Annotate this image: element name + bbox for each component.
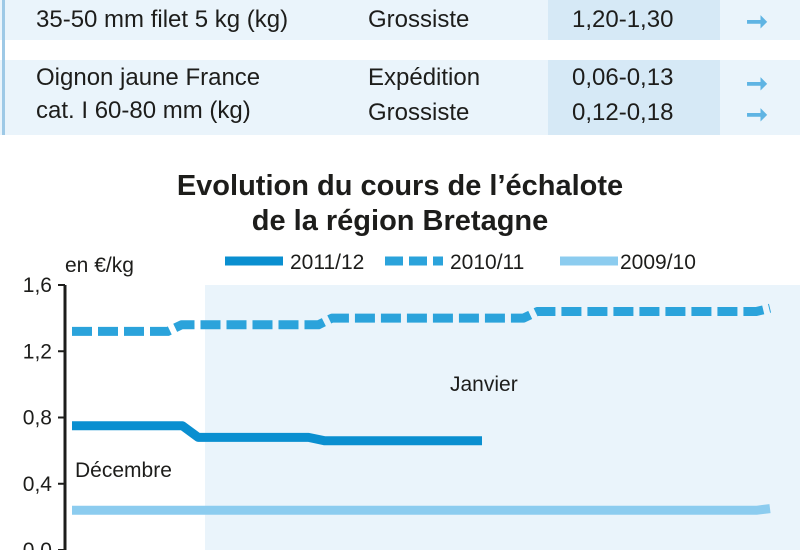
table-left-rule bbox=[2, 0, 5, 135]
price-table: 35-50 mm filet 5 kg (kg) Grossiste 1,20-… bbox=[0, 0, 800, 135]
series-line-2011-12 bbox=[72, 421, 482, 446]
legend-label: 2009/10 bbox=[620, 251, 696, 274]
product-label: cat. I 60-80 mm (kg) bbox=[36, 97, 251, 124]
y-axis-label: en €/kg bbox=[65, 254, 134, 277]
row-separator bbox=[0, 40, 800, 60]
stage-label: Grossiste bbox=[368, 6, 470, 33]
product-label: Oignon jaune France bbox=[36, 64, 261, 91]
period-label-decembre: Décembre bbox=[75, 459, 172, 482]
arrow-right-icon: ➞ bbox=[746, 68, 768, 98]
y-tick-label: 0,8 bbox=[23, 407, 52, 430]
price-value: 1,20-1,30 bbox=[572, 6, 674, 33]
price-value: 0,12-0,18 bbox=[572, 99, 674, 126]
legend: 2011/12 2010/11 2009/10 bbox=[225, 251, 696, 274]
arrow-right-icon: ➞ bbox=[746, 6, 768, 36]
y-tick-label: 1,6 bbox=[23, 274, 52, 297]
y-tick-label: 0,4 bbox=[23, 473, 53, 496]
y-axis-ticks: 1,6 1,2 0,8 0,4 0,0 bbox=[23, 274, 65, 550]
stage-label: Grossiste bbox=[368, 99, 470, 126]
chart-title: Evolution du cours de l’échalote bbox=[177, 170, 623, 202]
legend-label: 2010/11 bbox=[450, 251, 524, 274]
series-layer bbox=[72, 303, 772, 515]
period-label-janvier: Janvier bbox=[450, 373, 518, 396]
stage-label: Expédition bbox=[368, 64, 481, 91]
arrow-right-icon: ➞ bbox=[746, 99, 768, 129]
price-value: 0,06-0,13 bbox=[572, 64, 674, 91]
price-column-shade bbox=[548, 0, 720, 135]
chart-subtitle: de la région Bretagne bbox=[252, 205, 549, 237]
legend-label: 2011/12 bbox=[290, 251, 364, 274]
series-line-2009-10 bbox=[72, 504, 771, 515]
price-evolution-chart: Evolution du cours de l’échalote de la r… bbox=[23, 170, 800, 550]
product-label: 35-50 mm filet 5 kg (kg) bbox=[36, 6, 289, 33]
series-line-2010-11 bbox=[72, 303, 772, 336]
y-tick-label: 0,0 bbox=[23, 539, 52, 550]
y-tick-label: 1,2 bbox=[23, 340, 52, 363]
